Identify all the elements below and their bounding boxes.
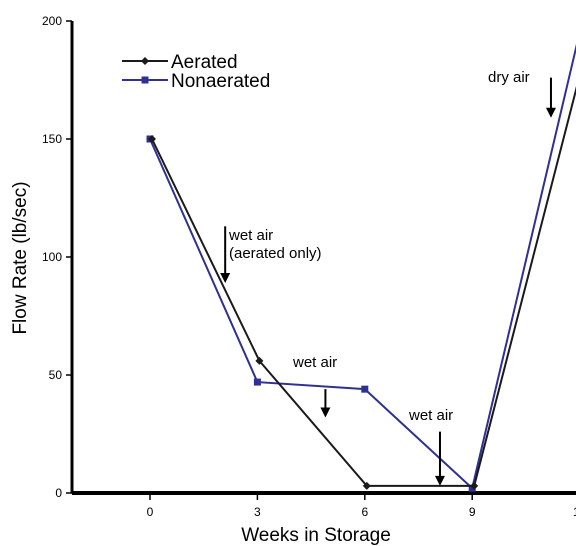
x-tick-label: 0 [147, 505, 154, 519]
y-tick-label: 0 [55, 486, 62, 500]
axes [70, 21, 576, 495]
axis-ticks: 0 50 100 150 200 0 3 6 9 12 [42, 14, 576, 519]
y-tick-label: 200 [42, 14, 62, 28]
annotation-arrow-head [220, 272, 231, 283]
y-axis-title: Flow Rate (lb/sec) [10, 181, 31, 334]
annotation-text: wet air [408, 407, 453, 424]
annotation-text: wet air [228, 227, 273, 244]
x-tick-label: 3 [254, 505, 261, 519]
y-tick-label: 150 [42, 132, 62, 146]
x-axis-title: Weeks in Storage [241, 525, 391, 546]
annotation-text: wet air [292, 354, 337, 371]
series-line [151, 85, 576, 487]
annotation-arrow-head [545, 107, 556, 118]
data-point-diamond [470, 481, 479, 490]
data-point-square [253, 378, 261, 386]
data-point-diamond [255, 356, 264, 365]
legend-item-nonaerated: Nonaerated [122, 71, 270, 92]
x-tick-label: 6 [361, 505, 368, 519]
annotation-arrow-head [434, 475, 445, 486]
series-line [149, 43, 576, 491]
annotation-text: (aerated only) [229, 245, 322, 262]
annotation-wet-dry-air: wet air [292, 354, 337, 418]
data-point-diamond [148, 135, 156, 143]
annotation-text: dry air [488, 69, 530, 86]
annotation-wet-dry-air: dry air [488, 69, 556, 118]
annotation-wet-dry-air: wet air(aerated only) [220, 226, 322, 283]
data-point-square [141, 76, 149, 84]
series-aerated [148, 85, 576, 490]
legend-item-aerated: Aerated [122, 52, 238, 73]
y-tick-label: 50 [49, 368, 63, 382]
data-series [146, 43, 576, 492]
x-tick-label: 12 [573, 505, 576, 519]
legend-label: Aerated [171, 52, 238, 73]
data-point-diamond [141, 57, 149, 65]
data-point-square [468, 484, 476, 492]
annotation-arrow-head [320, 407, 331, 418]
data-point-square [361, 385, 369, 393]
x-tick-label: 9 [469, 505, 476, 519]
y-tick-label: 100 [42, 250, 62, 264]
data-point-diamond [362, 481, 371, 490]
annotation-wet-dry-air: wet air [408, 407, 453, 486]
legend-label: Nonaerated [171, 71, 270, 92]
